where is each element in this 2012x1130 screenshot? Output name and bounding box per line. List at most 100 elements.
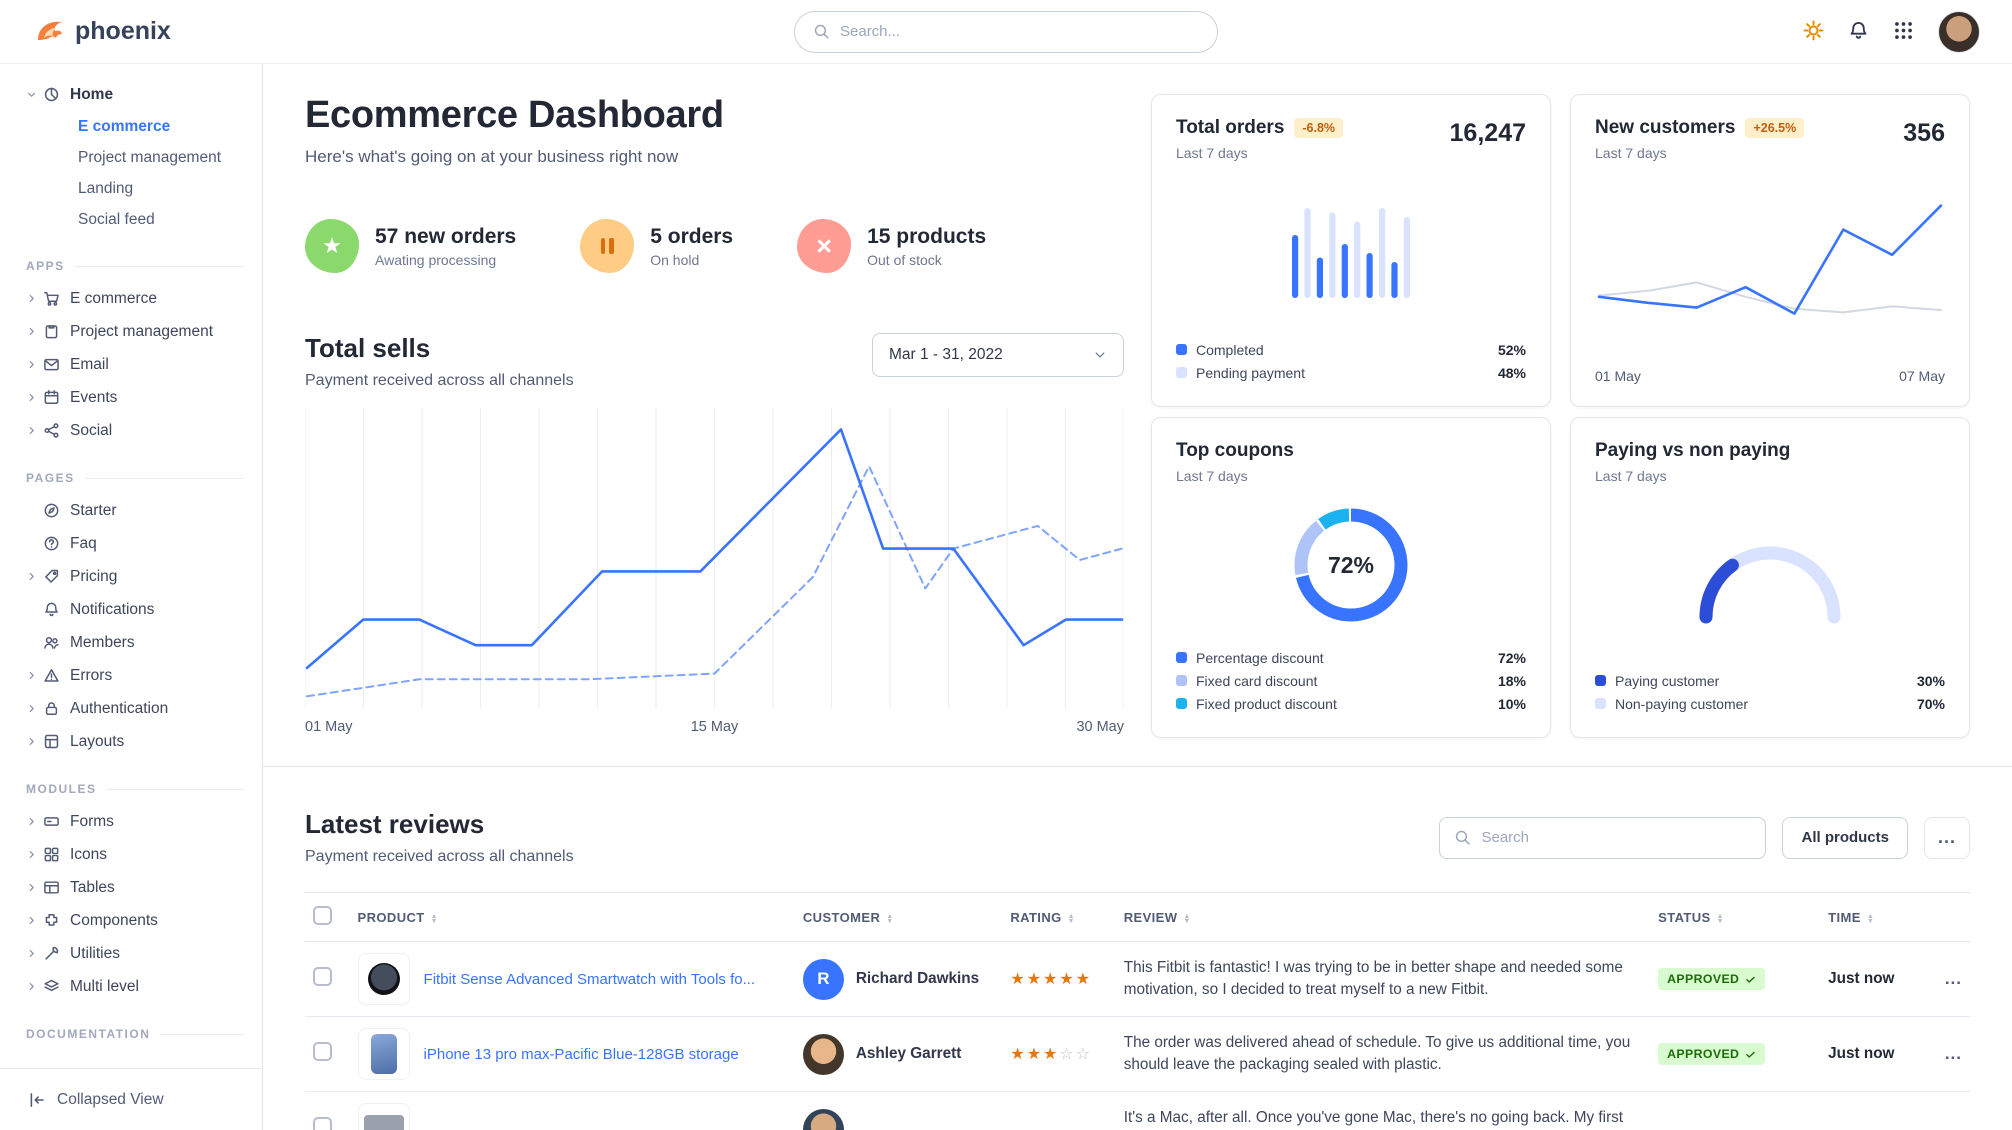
sidebar-item-label: E commerce [70,289,157,307]
sidebar-item-forms[interactable]: Forms [12,805,250,838]
caret-right-icon [29,671,34,680]
sidebar-item-members[interactable]: Members [12,626,250,659]
sidebar-item-utilities[interactable]: Utilities [12,937,250,970]
select-all-checkbox[interactable] [313,906,332,925]
caret-right-icon [29,850,34,859]
all-products-filter-button[interactable]: All products [1782,816,1908,859]
sidebar-item-notifications[interactable]: Notifications [12,593,250,626]
sidebar-item-home[interactable]: Home [12,78,250,111]
stat-out-of-stock: × 15 products Out of stock [797,219,986,273]
calendar-icon [44,390,59,404]
review-time: Just now [1828,970,1895,987]
sidebar-item-label: Faq [70,534,97,552]
sidebar-item-label: Social [70,421,113,439]
brand-logo[interactable]: phoenix [34,16,171,48]
sidebar-item-label: Home [70,85,114,103]
sidebar-item-pricing[interactable]: Pricing [12,560,250,593]
row-actions-button[interactable]: ... [1944,1044,1962,1063]
collapse-view-toggle[interactable]: Collapsed View [0,1068,262,1130]
theme-toggle-button[interactable] [1803,20,1824,44]
product-link[interactable]: Fitbit Sense Advanced Smartwatch with To… [423,970,756,988]
stats-row: ★ 57 new orders Awating processing 5 ord… [305,219,1124,273]
sidebar-item-project-management[interactable]: Project management [12,315,250,348]
user-avatar[interactable] [1938,10,1980,53]
sidebar-item-label: Errors [70,666,113,684]
reviews-search-input[interactable] [1481,829,1752,846]
customer-cell[interactable]: Ashley Garrett [802,1033,994,1075]
reviews-title: Latest reviews [305,809,485,839]
sidebar-section-apps: APPS [12,259,250,273]
sidebar-item-icons[interactable]: Icons [12,838,250,871]
reviews-more-button[interactable]: ... [1924,816,1970,859]
column-header-review[interactable]: REVIEW ▲ ▼ [1115,892,1651,942]
sidebar-item-starter[interactable]: Starter [12,494,250,527]
product-image [357,1103,410,1130]
sidebar-item-label: Pricing [70,567,118,585]
circle-question-icon [44,536,59,551]
sidebar-item-multi-level[interactable]: Multi level [12,970,250,1003]
caret-right-icon [29,572,34,581]
star-icon: ★ [305,219,359,273]
global-search[interactable] [794,10,1218,53]
sidebar-item-faq[interactable]: Faq [12,527,250,560]
row-checkbox[interactable] [313,1117,332,1130]
column-header-rating[interactable]: RATING ▲ ▼ [1002,892,1116,942]
sidebar-item-label: Icons [70,845,108,863]
sidebar-item-tables[interactable]: Tables [12,871,250,904]
date-range-select[interactable]: Mar 1 - 31, 2022 [872,333,1124,377]
paying-gauge-chart [1699,546,1841,623]
global-search-input[interactable] [840,23,1199,40]
column-header-status[interactable]: STATUS ▲ ▼ [1650,892,1821,942]
column-header-customer[interactable]: CUSTOMER ▲ ▼ [794,892,1003,942]
row-checkbox[interactable] [313,1042,332,1061]
sidebar-subitem-project-management[interactable]: Project management [78,148,222,166]
legend-item: Non-paying customer 70% [1595,692,1945,715]
card-period: Last 7 days [1176,468,1248,484]
column-header-time[interactable]: TIME ▲ ▼ [1820,892,1914,942]
sidebar-subitem-landing[interactable]: Landing [78,179,134,197]
sidebar-item-email[interactable]: Email [12,348,250,381]
card-title: Paying vs non paying [1595,440,1791,461]
product-image [357,953,410,1005]
sidebar-item-label: Notifications [70,600,155,618]
bell-icon [1850,21,1867,39]
lock-icon [45,702,58,715]
coupons-donut-chart [1294,508,1408,622]
sidebar-item-components[interactable]: Components [12,904,250,937]
legend-value: 10% [1497,695,1526,712]
customer-cell[interactable] [802,1108,994,1130]
reviews-search[interactable] [1439,816,1767,859]
sidebar-item-layouts[interactable]: Layouts [12,725,250,758]
product-link[interactable]: iPhone 13 pro max-Pacific Blue-128GB sto… [423,1045,739,1063]
sidebar-subitem-social-feed[interactable]: Social feed [78,210,155,228]
row-checkbox[interactable] [313,967,332,986]
sidebar: Home E commerce Project management Landing S… [0,64,263,1130]
trend-badge: -6.8% [1294,118,1344,138]
card-value: 356 [1903,119,1945,147]
x-axis-label: 01 May [1595,368,1641,384]
sidebar-subitem-e-commerce[interactable]: E commerce [78,117,171,135]
reviews-subtitle: Payment received across all channels [305,848,574,865]
column-header-product[interactable]: PRODUCT ▲ ▼ [349,892,795,942]
customer-cell[interactable]: R Richard Dawkins [802,958,994,1000]
x-axis-label: 01 May [305,719,353,735]
collapse-view-label: Collapsed View [57,1090,164,1108]
notifications-button[interactable] [1848,20,1869,44]
legend-label: Non-paying customer [1615,695,1749,712]
check-icon [1746,1051,1756,1058]
orders-legend: Completed 52% Pending payment 48% [1176,338,1526,384]
rating-stars: ★★★★★ [1010,971,1093,988]
layout-icon [44,734,59,749]
sidebar-item-e-commerce[interactable]: E commerce [12,282,250,315]
review-row: Fitbit Sense Advanced Smartwatch with To… [305,941,1970,1017]
sidebar-item-events[interactable]: Events [12,381,250,414]
top-coupons-card: Top coupons Last 7 days 72% Percentage d… [1151,417,1551,738]
sidebar-item-social[interactable]: Social [12,414,250,447]
sidebar-item-errors[interactable]: Errors [12,659,250,692]
legend-value: 18% [1497,672,1526,689]
apps-menu-button[interactable] [1893,20,1914,44]
x-axis-label: 07 May [1899,368,1945,384]
sidebar-item-authentication[interactable]: Authentication [12,692,250,725]
row-actions-button[interactable]: ... [1944,969,1962,988]
card-period: Last 7 days [1595,468,1667,484]
